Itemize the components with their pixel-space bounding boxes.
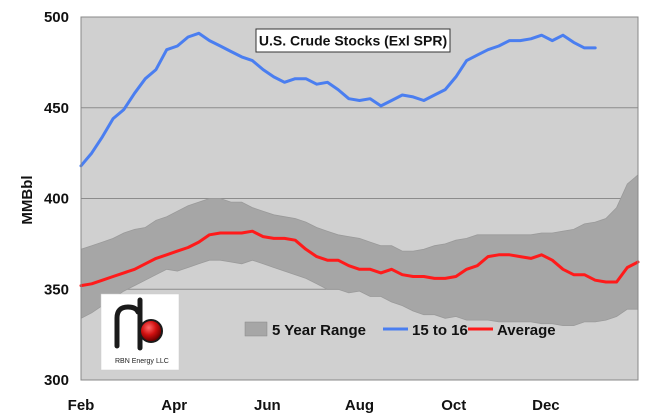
x-tick-labels: Feb Apr Jun Aug Oct Dec <box>68 397 560 414</box>
chart-title-box: U.S. Crude Stocks (Exl SPR) <box>255 28 451 53</box>
logo-red-ball <box>139 319 163 343</box>
x-tick-label-apr: Apr <box>161 397 187 414</box>
plot-frame <box>80 16 639 381</box>
logo-r-letter <box>114 304 141 349</box>
rbn-energy-logo: RBN Energy LLC <box>100 293 180 371</box>
chart-title: U.S. Crude Stocks (Exl SPR) <box>259 33 447 49</box>
y-tick-label-450: 450 <box>44 100 69 117</box>
legend-label-5-year-range: 5 Year Range <box>272 322 366 339</box>
legend: 5 Year Range 15 to 16 Average <box>244 321 556 339</box>
legend-label-average: Average <box>497 322 556 339</box>
y-tick-labels: 300 350 400 450 500 <box>44 9 69 389</box>
logo-text: RBN Energy <box>115 358 154 365</box>
legend-label-15-to-16: 15 to 16 <box>412 322 468 339</box>
series-line-average <box>79 229 640 288</box>
y-tick-label-350: 350 <box>44 281 69 298</box>
x-tick-label-dec: Dec <box>532 397 560 414</box>
y-tick-label-400: 400 <box>44 191 69 208</box>
x-tick-label-feb: Feb <box>68 397 95 414</box>
series-line-15-to-16 <box>79 31 597 168</box>
y-tick-label-300: 300 <box>44 372 69 389</box>
x-tick-label-oct: Oct <box>441 397 466 414</box>
logo-suffix: LLC <box>156 358 169 365</box>
x-tick-label-jun: Jun <box>254 397 281 414</box>
y-axis-title: MMBbl <box>19 175 36 224</box>
x-tick-label-aug: Aug <box>345 397 374 414</box>
legend-swatch-5-year-range <box>244 321 268 337</box>
y-tick-label-500: 500 <box>44 9 69 26</box>
series-lines <box>79 31 640 288</box>
